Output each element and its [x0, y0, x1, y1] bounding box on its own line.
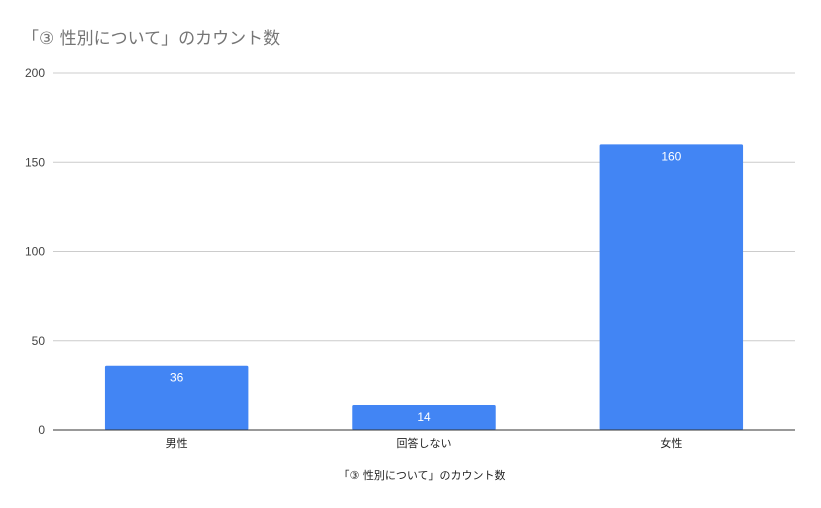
data-label: 36 [170, 371, 184, 385]
y-tick-label: 0 [38, 423, 45, 437]
data-label: 14 [417, 410, 431, 424]
data-label: 160 [661, 149, 681, 163]
bar [599, 144, 744, 430]
y-tick-label: 50 [32, 334, 46, 348]
x-axis-title: 「③ 性別について」のカウント数 [338, 468, 505, 482]
x-tick-label: 男性 [166, 436, 188, 450]
y-tick-label: 200 [25, 66, 45, 80]
y-tick-label: 150 [25, 155, 45, 169]
x-tick-label: 女性 [660, 436, 682, 450]
x-tick-label: 回答しない [397, 436, 452, 450]
chart-title: 「③ 性別について」のカウント数 [22, 29, 281, 49]
y-tick-label: 100 [25, 245, 45, 259]
bar [352, 405, 496, 430]
bar [104, 365, 249, 430]
